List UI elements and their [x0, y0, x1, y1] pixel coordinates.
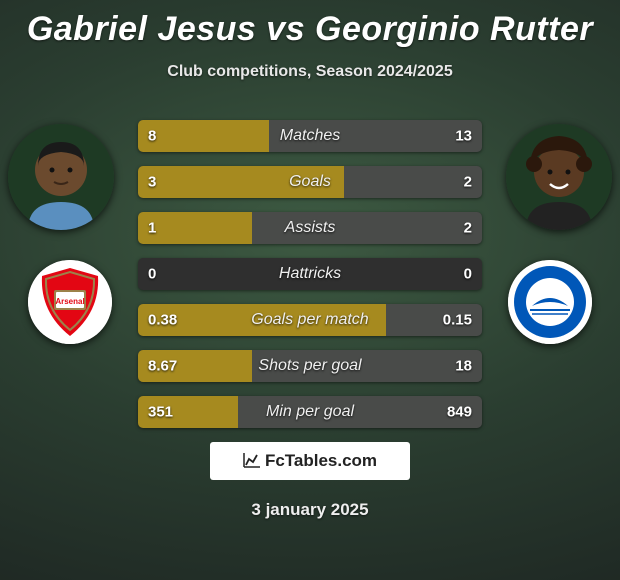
- stat-row: 351 849 Min per goal: [138, 396, 482, 428]
- bar-left: [138, 120, 269, 152]
- subtitle: Club competitions, Season 2024/2025: [0, 63, 620, 81]
- stat-label: Matches: [280, 127, 340, 145]
- stat-label: Assists: [285, 219, 336, 237]
- player-left-avatar: [8, 124, 114, 230]
- stat-label: Goals per match: [251, 311, 368, 329]
- stat-row: 8 13 Matches: [138, 120, 482, 152]
- value-right: 2: [464, 174, 472, 191]
- stat-label: Goals: [289, 173, 331, 191]
- value-left: 1: [148, 220, 156, 237]
- stat-row: 3 2 Goals: [138, 166, 482, 198]
- value-left: 8.67: [148, 358, 177, 375]
- value-left: 351: [148, 404, 173, 421]
- chart-icon: [243, 452, 261, 470]
- player-right-avatar: [506, 124, 612, 230]
- stat-label: Min per goal: [266, 403, 354, 421]
- value-right: 13: [455, 128, 472, 145]
- value-right: 0.15: [443, 312, 472, 329]
- content-area: Gabriel Jesus vs Georginio Rutter Club c…: [0, 0, 620, 580]
- date-label: 3 january 2025: [251, 500, 368, 520]
- stat-row: 0 0 Hattricks: [138, 258, 482, 290]
- stat-row: 1 2 Assists: [138, 212, 482, 244]
- page-title: Gabriel Jesus vs Georginio Rutter: [0, 0, 620, 49]
- svg-text:Arsenal: Arsenal: [55, 297, 84, 306]
- value-left: 0.38: [148, 312, 177, 329]
- value-left: 0: [148, 266, 156, 283]
- value-left: 8: [148, 128, 156, 145]
- value-left: 3: [148, 174, 156, 191]
- stat-row: 8.67 18 Shots per goal: [138, 350, 482, 382]
- bar-right: [344, 166, 482, 198]
- stats-rows: 8 13 Matches 3 2 Goals 1 2 Assists 0 0 Hattricks 0.3…: [138, 120, 482, 442]
- brand-label: FcTables.com: [265, 451, 377, 471]
- value-right: 849: [447, 404, 472, 421]
- stat-label: Shots per goal: [258, 357, 361, 375]
- stat-label: Hattricks: [279, 265, 341, 283]
- value-right: 0: [464, 266, 472, 283]
- club-left-badge: Arsenal: [28, 260, 112, 344]
- brand-footer: FcTables.com: [210, 442, 410, 480]
- stat-row: 0.38 0.15 Goals per match: [138, 304, 482, 336]
- value-right: 2: [464, 220, 472, 237]
- value-right: 18: [455, 358, 472, 375]
- club-right-badge: [508, 260, 592, 344]
